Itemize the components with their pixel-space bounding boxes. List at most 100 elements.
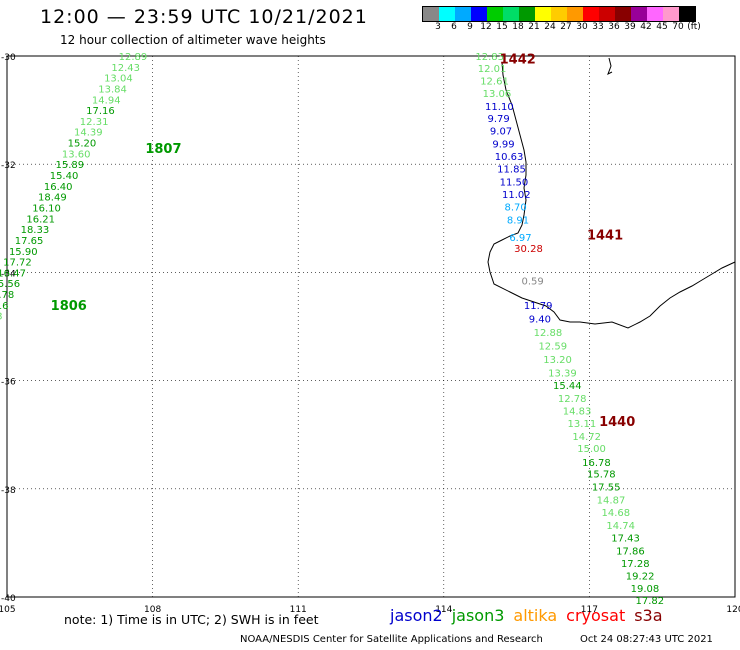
wave-height-label: 13.60 — [62, 149, 91, 160]
lon-tick-label: 108 — [144, 605, 161, 615]
color-scale-label: 70 — [672, 22, 684, 32]
color-scale-label: 15 — [496, 22, 508, 32]
wave-height-label: 12.01 — [478, 64, 507, 75]
lat-tick-label: -36 — [1, 378, 16, 388]
footer-note: note: 1) Time is in UTC; 2) SWH is in fe… — [64, 612, 319, 627]
wave-height-label: 16.21 — [26, 214, 55, 225]
wave-height-label: 12.78 — [558, 394, 587, 405]
wave-height-label: 14.73 — [0, 312, 3, 323]
wave-height-label: 15.44 — [553, 381, 582, 392]
wave-height-label: 6.97 — [509, 233, 531, 244]
wave-height-label: 11.02 — [502, 190, 531, 201]
wave-height-label: 14.68 — [602, 508, 631, 519]
wave-height-label: 15.78 — [0, 290, 14, 301]
wave-height-label: 13.11 — [568, 419, 597, 430]
credit-text: NOAA/NESDIS Center for Satellite Applica… — [240, 634, 543, 645]
wave-height-label: 17.43 — [611, 533, 640, 544]
color-scale-label: 21 — [528, 22, 540, 32]
pass-time-label: 1442 — [500, 53, 536, 68]
color-scale-label: 39 — [624, 22, 636, 32]
color-swatch-3 — [471, 7, 487, 21]
wave-height-label: 9.79 — [487, 114, 509, 125]
color-swatch-14 — [647, 7, 663, 21]
lat-tick-label: -40 — [1, 594, 16, 604]
pass-time-label: 1440 — [599, 415, 635, 430]
wave-height-label: 15.56 — [0, 279, 20, 290]
satellite-s3a: s3a — [634, 606, 663, 625]
color-swatch-5 — [503, 7, 519, 21]
wave-height-label: 15.20 — [68, 139, 97, 150]
color-scale-label: 36 — [608, 22, 620, 32]
wave-height-label: 15.78 — [587, 470, 616, 481]
australia-coastline — [487, 61, 736, 329]
color-scale-label: 12 — [480, 22, 492, 32]
lon-tick-label: 105 — [0, 605, 16, 615]
color-scale-label: 42 — [640, 22, 652, 32]
wave-height-label: 12.59 — [538, 341, 567, 352]
color-swatch-16 — [679, 7, 695, 21]
color-scale-label: 3 — [435, 22, 441, 32]
wave-height-label: 0.59 — [521, 277, 543, 288]
color-swatch-15 — [663, 7, 679, 21]
color-scale-label: 45 — [656, 22, 668, 32]
color-scale-label: 6 — [451, 22, 457, 32]
wave-height-label: 14.87 — [597, 496, 626, 507]
satellite-tracks: 12.8912.4313.0413.8414.9417.1612.3114.39… — [0, 52, 664, 607]
color-scale-label: 18 — [512, 22, 524, 32]
color-scale-label: 9 — [467, 22, 473, 32]
wave-height-label: 17.82 — [636, 596, 665, 607]
satellite-jason3: jason3 — [451, 606, 505, 625]
color-swatch-12 — [615, 7, 631, 21]
color-scale-label: 30 — [576, 22, 588, 32]
pass-time-label: 1441 — [587, 229, 623, 244]
lat-tick-label: -34 — [1, 269, 16, 279]
color-scale-label: (ft) — [687, 22, 701, 32]
wave-height-label: 17.86 — [616, 546, 645, 557]
satellite-altika: altika — [513, 606, 558, 625]
satellite-legend: jason2 jason3 altika cryosat s3a — [390, 606, 672, 625]
wave-height-label: 16.10 — [32, 203, 61, 214]
wave-height-label: 13.06 — [483, 89, 512, 100]
wave-height-label: 9.40 — [529, 314, 551, 325]
pass-time-label: 1806 — [51, 299, 87, 314]
map-subtitle: 12 hour collection of altimeter wave hei… — [60, 33, 326, 47]
wave-height-label: 17.55 — [592, 483, 621, 494]
wave-height-label: 17.28 — [621, 559, 650, 570]
lon-tick-label: 111 — [290, 605, 307, 615]
wave-height-label: 14.72 — [572, 432, 601, 443]
wave-height-label: 14.83 — [563, 406, 592, 417]
wave-height-label: 14.39 — [74, 128, 103, 139]
wave-height-label: 12.61 — [480, 76, 509, 87]
wave-height-label: 16.78 — [582, 458, 611, 469]
color-swatch-7 — [535, 7, 551, 21]
wave-height-label: 13.20 — [543, 355, 572, 366]
wave-height-label: 16.40 — [44, 182, 73, 193]
color-swatch-11 — [599, 7, 615, 21]
wave-height-label: 30.28 — [514, 244, 543, 255]
color-swatch-6 — [519, 7, 535, 21]
wave-height-label: 11.85 — [497, 165, 526, 176]
lon-tick-label: 120 — [726, 605, 740, 615]
wave-height-label: 12.88 — [534, 328, 563, 339]
lon-tick-label: 114 — [435, 605, 452, 615]
wave-height-label: 17.16 — [86, 106, 115, 117]
wave-height-label: 19.22 — [626, 571, 655, 582]
wave-height-label: 18.33 — [21, 225, 50, 236]
color-scale-bar — [422, 6, 696, 22]
wave-height-label: 15.89 — [56, 160, 85, 171]
wave-height-label: 11.50 — [500, 178, 529, 189]
wave-height-label: 12.89 — [119, 52, 148, 63]
color-scale-label: 27 — [560, 22, 572, 32]
wave-height-label: 11.79 — [524, 301, 553, 312]
wave-height-label: 16.47 — [0, 268, 26, 279]
color-swatch-1 — [439, 7, 455, 21]
wave-height-label: 18.49 — [38, 193, 67, 204]
wave-height-label: 14.94 — [92, 95, 121, 106]
color-swatch-13 — [631, 7, 647, 21]
lat-tick-label: -30 — [1, 53, 16, 63]
timestamp-text: Oct 24 08:27:43 UTC 2021 — [580, 634, 713, 645]
color-swatch-10 — [583, 7, 599, 21]
satellite-cryosat: cryosat — [566, 606, 626, 625]
color-swatch-8 — [551, 7, 567, 21]
